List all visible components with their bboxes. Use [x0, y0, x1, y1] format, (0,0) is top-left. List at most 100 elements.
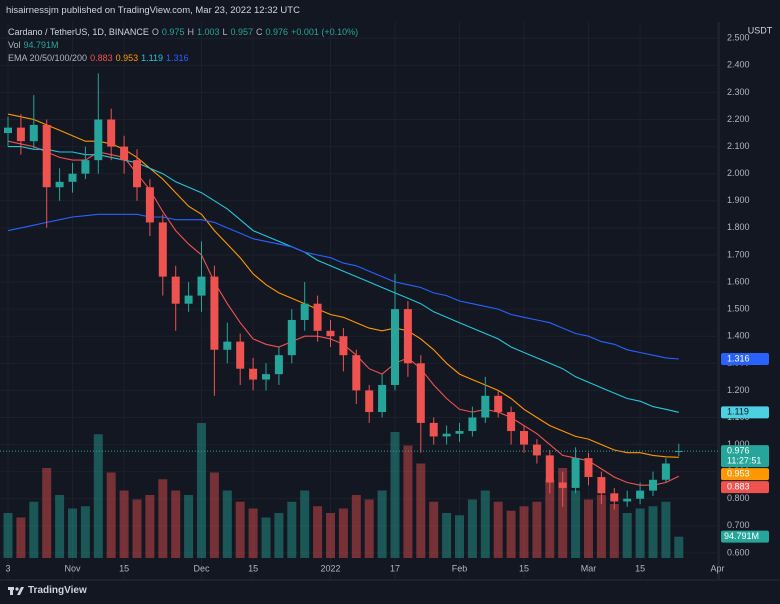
volume-bar	[209, 472, 219, 558]
ohlc-value: 0.976	[265, 27, 289, 37]
ohlc-label: H	[187, 27, 194, 37]
y-tick-label: 1.800	[727, 222, 750, 232]
volume-bar	[558, 468, 568, 558]
volume-bar	[235, 501, 245, 558]
volume-bar	[300, 490, 310, 558]
x-tick-label: Feb	[452, 563, 468, 573]
price-tag: 1.316	[727, 353, 750, 363]
ema-value: 0.883	[90, 53, 113, 63]
candle-body	[55, 181, 64, 188]
y-tick-label: 1.900	[727, 195, 750, 205]
volume-title: Vol	[8, 40, 21, 50]
x-tick-label: Mar	[581, 563, 597, 573]
x-tick-label: 15	[519, 563, 529, 573]
y-tick-label: 1.700	[727, 249, 750, 259]
price-tag: 1.119	[727, 407, 749, 417]
candle-body	[29, 124, 38, 142]
volume-bar	[313, 506, 323, 558]
y-tick-label: 0.800	[727, 493, 750, 503]
ema-value: 1.316	[165, 53, 189, 63]
candle-body	[507, 412, 516, 432]
candle-body	[249, 368, 258, 380]
candle-body	[300, 303, 309, 320]
candle-body	[481, 395, 490, 418]
candle-body	[468, 417, 477, 432]
y-tick-label: 1.600	[727, 276, 750, 286]
volume-bar	[222, 490, 232, 558]
x-tick-label: 15	[119, 563, 129, 573]
candle-body	[365, 390, 374, 413]
volume-bar	[532, 501, 542, 558]
volume-tag-bg	[721, 530, 769, 543]
candle-body	[197, 276, 206, 296]
volume-bar	[416, 463, 426, 558]
candle-body	[210, 276, 219, 350]
volume-bar	[635, 508, 645, 558]
volume-bar	[16, 517, 26, 558]
volume-bar	[68, 508, 77, 558]
volume-bar	[364, 499, 374, 558]
ohlc-value: 1.003	[196, 27, 220, 37]
volume-bar	[648, 506, 658, 558]
ema-line	[7, 213, 679, 360]
axes: 0.6000.7000.8000.9001.0001.1001.2001.300…	[5, 33, 769, 573]
candle-body	[16, 127, 25, 142]
legend-price: Cardano / TetherUS, 1D, BINANCE O 0.975 H…	[8, 27, 358, 37]
volume-bar	[106, 472, 116, 558]
ohlc-label: O	[151, 27, 159, 37]
y-tick-label: 1.000	[727, 439, 750, 449]
candle-body	[184, 295, 193, 304]
volume-bar	[132, 499, 142, 558]
volume-bar	[609, 504, 619, 558]
volume-bar	[506, 510, 516, 558]
candle-body	[571, 458, 580, 488]
x-tick-label: 17	[390, 563, 400, 573]
candle-body	[42, 124, 51, 188]
volume-bar	[184, 495, 194, 558]
ohlc-value: 0.975	[161, 27, 185, 37]
candle-body	[339, 336, 348, 356]
candle-body	[223, 341, 232, 350]
volume-bar	[80, 506, 90, 558]
volume-bars	[3, 423, 684, 558]
y-tick-label: 1.500	[727, 304, 750, 314]
x-tick-label: 15	[635, 563, 645, 573]
candle-body	[352, 355, 361, 391]
candle-body	[171, 276, 180, 304]
volume-bar	[197, 423, 206, 558]
brand: TradingView	[8, 585, 87, 596]
y-tick-label: 1.400	[727, 331, 750, 341]
price-tag-bg	[721, 352, 769, 365]
y-tick-label: 2.400	[727, 60, 750, 70]
volume-bar	[403, 445, 413, 558]
price-tag-bg	[721, 445, 769, 468]
volume-bar	[55, 495, 65, 558]
legend-ema: EMA 20/50/100/200 0.883 0.953 1.119 1.316	[8, 53, 189, 63]
ema-line	[8, 146, 679, 413]
candle-body	[94, 119, 103, 161]
candle-body	[120, 146, 129, 161]
candle-body	[520, 431, 528, 445]
x-tick-label: Dec	[193, 563, 210, 573]
volume-bar	[42, 468, 52, 558]
volume-bar	[442, 513, 452, 558]
x-tick-label: Nov	[64, 563, 81, 573]
currency: USDT	[748, 25, 773, 35]
candle-body	[494, 395, 503, 413]
volume-bar	[274, 513, 284, 558]
price-tag-bg	[721, 481, 769, 494]
candle-body	[158, 222, 167, 277]
volume-bar	[596, 495, 606, 558]
candles	[0, 73, 718, 510]
volume-bar	[93, 434, 103, 558]
volume-value: 94.791M	[23, 40, 59, 50]
ema-value: 1.119	[141, 53, 163, 63]
ema-title: EMA 20/50/100/200	[8, 53, 88, 63]
candle-body	[326, 330, 335, 337]
brand-name: TradingView	[28, 585, 87, 596]
volume-bar	[351, 495, 361, 558]
price-tag: 0.976	[727, 445, 750, 455]
volume-bar	[674, 536, 684, 558]
